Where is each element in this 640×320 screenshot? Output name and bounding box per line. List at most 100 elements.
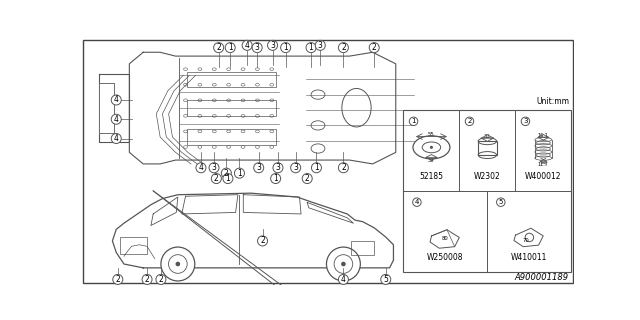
- Text: 1: 1: [412, 118, 416, 124]
- Text: 4: 4: [341, 275, 346, 284]
- Circle shape: [339, 43, 348, 53]
- Circle shape: [209, 163, 219, 173]
- Circle shape: [302, 173, 312, 184]
- Circle shape: [268, 40, 278, 50]
- Text: 2: 2: [159, 275, 163, 284]
- Text: 2: 2: [372, 43, 376, 52]
- Circle shape: [273, 163, 283, 173]
- Text: W410011: W410011: [511, 253, 548, 262]
- Text: 3: 3: [293, 163, 298, 172]
- Polygon shape: [99, 74, 129, 142]
- Text: 2: 2: [341, 43, 346, 52]
- Circle shape: [381, 275, 391, 284]
- Text: 3: 3: [318, 41, 323, 50]
- Text: 3: 3: [270, 41, 275, 50]
- Circle shape: [111, 133, 121, 143]
- Text: 1: 1: [308, 43, 314, 52]
- Bar: [187, 71, 276, 87]
- Text: 2: 2: [260, 236, 265, 245]
- Circle shape: [271, 173, 281, 184]
- Text: W400012: W400012: [525, 172, 561, 181]
- Circle shape: [316, 40, 325, 50]
- Text: 2: 2: [305, 174, 310, 183]
- Circle shape: [339, 163, 348, 173]
- Circle shape: [111, 114, 121, 124]
- Text: 30: 30: [484, 134, 491, 139]
- Text: 2: 2: [145, 275, 149, 284]
- Circle shape: [413, 198, 421, 206]
- Text: 3: 3: [275, 163, 280, 172]
- Circle shape: [306, 43, 316, 53]
- Circle shape: [221, 168, 232, 178]
- Circle shape: [521, 117, 530, 125]
- Text: 5: 5: [383, 275, 388, 284]
- Bar: [187, 100, 276, 116]
- Text: Unit:mm: Unit:mm: [537, 97, 570, 106]
- Text: 1: 1: [273, 174, 278, 183]
- Text: 1: 1: [284, 43, 288, 52]
- Text: 4: 4: [198, 163, 204, 172]
- Circle shape: [211, 173, 221, 184]
- Text: 52185: 52185: [419, 172, 444, 181]
- Circle shape: [242, 40, 252, 50]
- Bar: [351, 241, 374, 255]
- Text: 80: 80: [442, 236, 449, 242]
- Text: 2: 2: [216, 43, 221, 52]
- Text: 2: 2: [214, 174, 219, 183]
- Circle shape: [214, 43, 223, 53]
- Circle shape: [252, 43, 262, 53]
- Circle shape: [497, 198, 505, 206]
- Text: 39: 39: [428, 158, 435, 163]
- Circle shape: [341, 262, 346, 266]
- Bar: [120, 237, 147, 254]
- Text: 1: 1: [225, 174, 230, 183]
- Circle shape: [234, 168, 244, 178]
- Circle shape: [257, 236, 268, 246]
- Text: 3: 3: [212, 163, 216, 172]
- Circle shape: [291, 163, 301, 173]
- Text: 2: 2: [224, 169, 228, 178]
- Polygon shape: [129, 52, 396, 164]
- Text: A900001189: A900001189: [514, 273, 568, 282]
- Circle shape: [339, 275, 348, 284]
- Circle shape: [281, 43, 291, 53]
- Circle shape: [156, 275, 166, 284]
- Polygon shape: [99, 83, 114, 133]
- Circle shape: [111, 95, 121, 105]
- Polygon shape: [113, 193, 394, 268]
- Text: 2: 2: [341, 163, 346, 172]
- Circle shape: [326, 247, 360, 281]
- Text: 4: 4: [415, 199, 419, 205]
- Text: 3: 3: [255, 43, 260, 52]
- Text: 4: 4: [244, 41, 250, 50]
- Circle shape: [223, 173, 233, 184]
- Text: 5: 5: [499, 199, 503, 205]
- Polygon shape: [514, 228, 543, 247]
- Text: 2: 2: [115, 275, 120, 284]
- Circle shape: [410, 117, 418, 125]
- Text: 4: 4: [114, 95, 118, 105]
- Circle shape: [225, 43, 236, 53]
- Circle shape: [161, 247, 195, 281]
- Bar: [478, 141, 497, 155]
- Polygon shape: [430, 230, 460, 248]
- Text: 2: 2: [467, 118, 472, 124]
- Circle shape: [253, 163, 264, 173]
- Text: 55: 55: [428, 132, 435, 137]
- Circle shape: [430, 146, 433, 149]
- Text: W250008: W250008: [427, 253, 463, 262]
- Text: W2302: W2302: [474, 172, 500, 181]
- Circle shape: [312, 163, 321, 173]
- Text: 4: 4: [114, 115, 118, 124]
- Text: 4: 4: [114, 134, 118, 143]
- Circle shape: [175, 262, 180, 266]
- Text: 11.7: 11.7: [538, 162, 548, 167]
- Text: 1: 1: [314, 163, 319, 172]
- Circle shape: [465, 117, 474, 125]
- Bar: [187, 129, 276, 145]
- Text: 70: 70: [523, 238, 530, 243]
- Circle shape: [142, 275, 152, 284]
- Circle shape: [196, 163, 206, 173]
- Circle shape: [113, 275, 123, 284]
- Text: 3: 3: [523, 118, 528, 124]
